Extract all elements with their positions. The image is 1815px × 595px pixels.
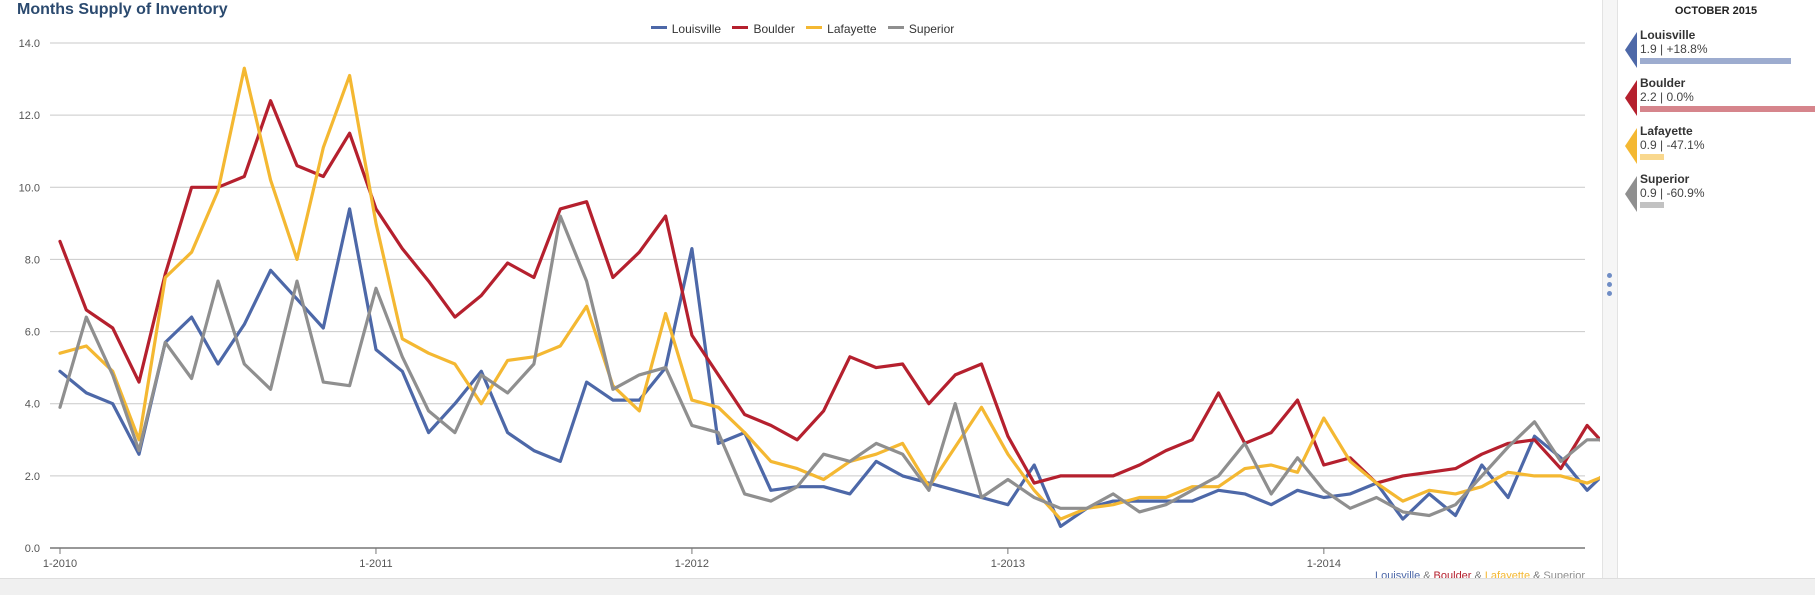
stat-value: 0.9 | -60.9%	[1640, 186, 1705, 200]
series-line-lafayette	[58, 66, 1600, 521]
arrow-left-icon	[1625, 32, 1637, 68]
chart-legend: Louisville Boulder Lafayette Superior	[0, 21, 1605, 36]
arrow-left-icon	[1625, 176, 1637, 212]
panel-divider	[1602, 0, 1618, 578]
summary-panel: OCTOBER 2015 Louisville 1.9 | +18.8% Bou…	[1617, 0, 1815, 578]
legend-item-louisville[interactable]: Louisville	[650, 21, 722, 36]
legend-label: Superior	[908, 21, 955, 36]
legend-swatch-boulder	[732, 26, 749, 30]
legend-swatch-lafayette	[806, 26, 823, 30]
x-tick-label: 1-2010	[43, 558, 77, 570]
stat-value: 1.9 | +18.8%	[1640, 42, 1708, 56]
panel-date-header: OCTOBER 2015	[1674, 5, 1758, 17]
menu-dot	[1607, 273, 1612, 278]
stat-bar	[1640, 154, 1664, 160]
line-chart: 0.0 2.0 4.0 6.0 8.0 10.0 12.0 14.0 1-2010 1-2011 1…	[19, 38, 1600, 570]
stat-item-boulder[interactable]: Boulder 2.2 | 0.0%	[1625, 76, 1815, 116]
series-line-louisville	[58, 207, 1600, 529]
stat-bar	[1640, 106, 1815, 112]
legend-swatch-superior	[887, 26, 904, 30]
bottom-scroll-strip	[0, 578, 1815, 595]
x-tick-label: 1-2013	[991, 558, 1025, 570]
x-tick-label: 1-2012	[675, 558, 709, 570]
arrow-left-icon	[1625, 80, 1637, 116]
stat-value: 2.2 | 0.0%	[1640, 90, 1694, 104]
stat-item-lafayette[interactable]: Lafayette 0.9 | -47.1%	[1625, 124, 1815, 164]
stat-item-superior[interactable]: Superior 0.9 | -60.9%	[1625, 172, 1815, 212]
legend-label: Louisville	[671, 21, 722, 36]
y-tick-label: 4.0	[25, 399, 40, 411]
stat-value: 0.9 | -47.1%	[1640, 138, 1705, 152]
legend-item-lafayette[interactable]: Lafayette	[806, 21, 877, 36]
y-tick-label: 14.0	[19, 38, 40, 50]
x-tick-label: 1-2011	[359, 558, 392, 570]
legend-label: Boulder	[753, 21, 795, 36]
stat-bar	[1640, 202, 1664, 208]
stat-name: Superior	[1640, 172, 1690, 186]
y-tick-label: 0.0	[25, 543, 40, 555]
y-tick-label: 12.0	[19, 110, 40, 122]
menu-dot	[1607, 291, 1612, 296]
arrow-left-icon	[1625, 128, 1637, 164]
series-line-boulder	[58, 99, 1600, 485]
y-tick-label: 8.0	[25, 254, 40, 266]
credit-separator: &	[1533, 570, 1541, 582]
legend-swatch-louisville	[650, 26, 667, 30]
stat-name: Lafayette	[1640, 124, 1693, 138]
legend-label: Lafayette	[827, 21, 877, 36]
credit-separator: &	[1423, 570, 1431, 582]
legend-item-boulder[interactable]: Boulder	[732, 21, 795, 36]
stat-name: Louisville	[1640, 28, 1696, 42]
stat-name: Boulder	[1640, 76, 1686, 90]
menu-dot	[1607, 282, 1612, 287]
more-options-icon[interactable]	[1607, 273, 1613, 300]
chart-title: Months Supply of Inventory	[17, 1, 228, 18]
x-tick-label: 1-2014	[1307, 558, 1341, 570]
y-tick-label: 6.0	[25, 327, 40, 339]
stat-item-louisville[interactable]: Louisville 1.9 | +18.8%	[1625, 28, 1815, 68]
series-line-superior	[58, 214, 1600, 518]
y-tick-label: 10.0	[19, 182, 40, 194]
stat-bar	[1640, 58, 1791, 64]
credit-separator: &	[1474, 570, 1482, 582]
legend-item-superior[interactable]: Superior	[887, 21, 955, 36]
y-tick-label: 2.0	[25, 471, 40, 483]
